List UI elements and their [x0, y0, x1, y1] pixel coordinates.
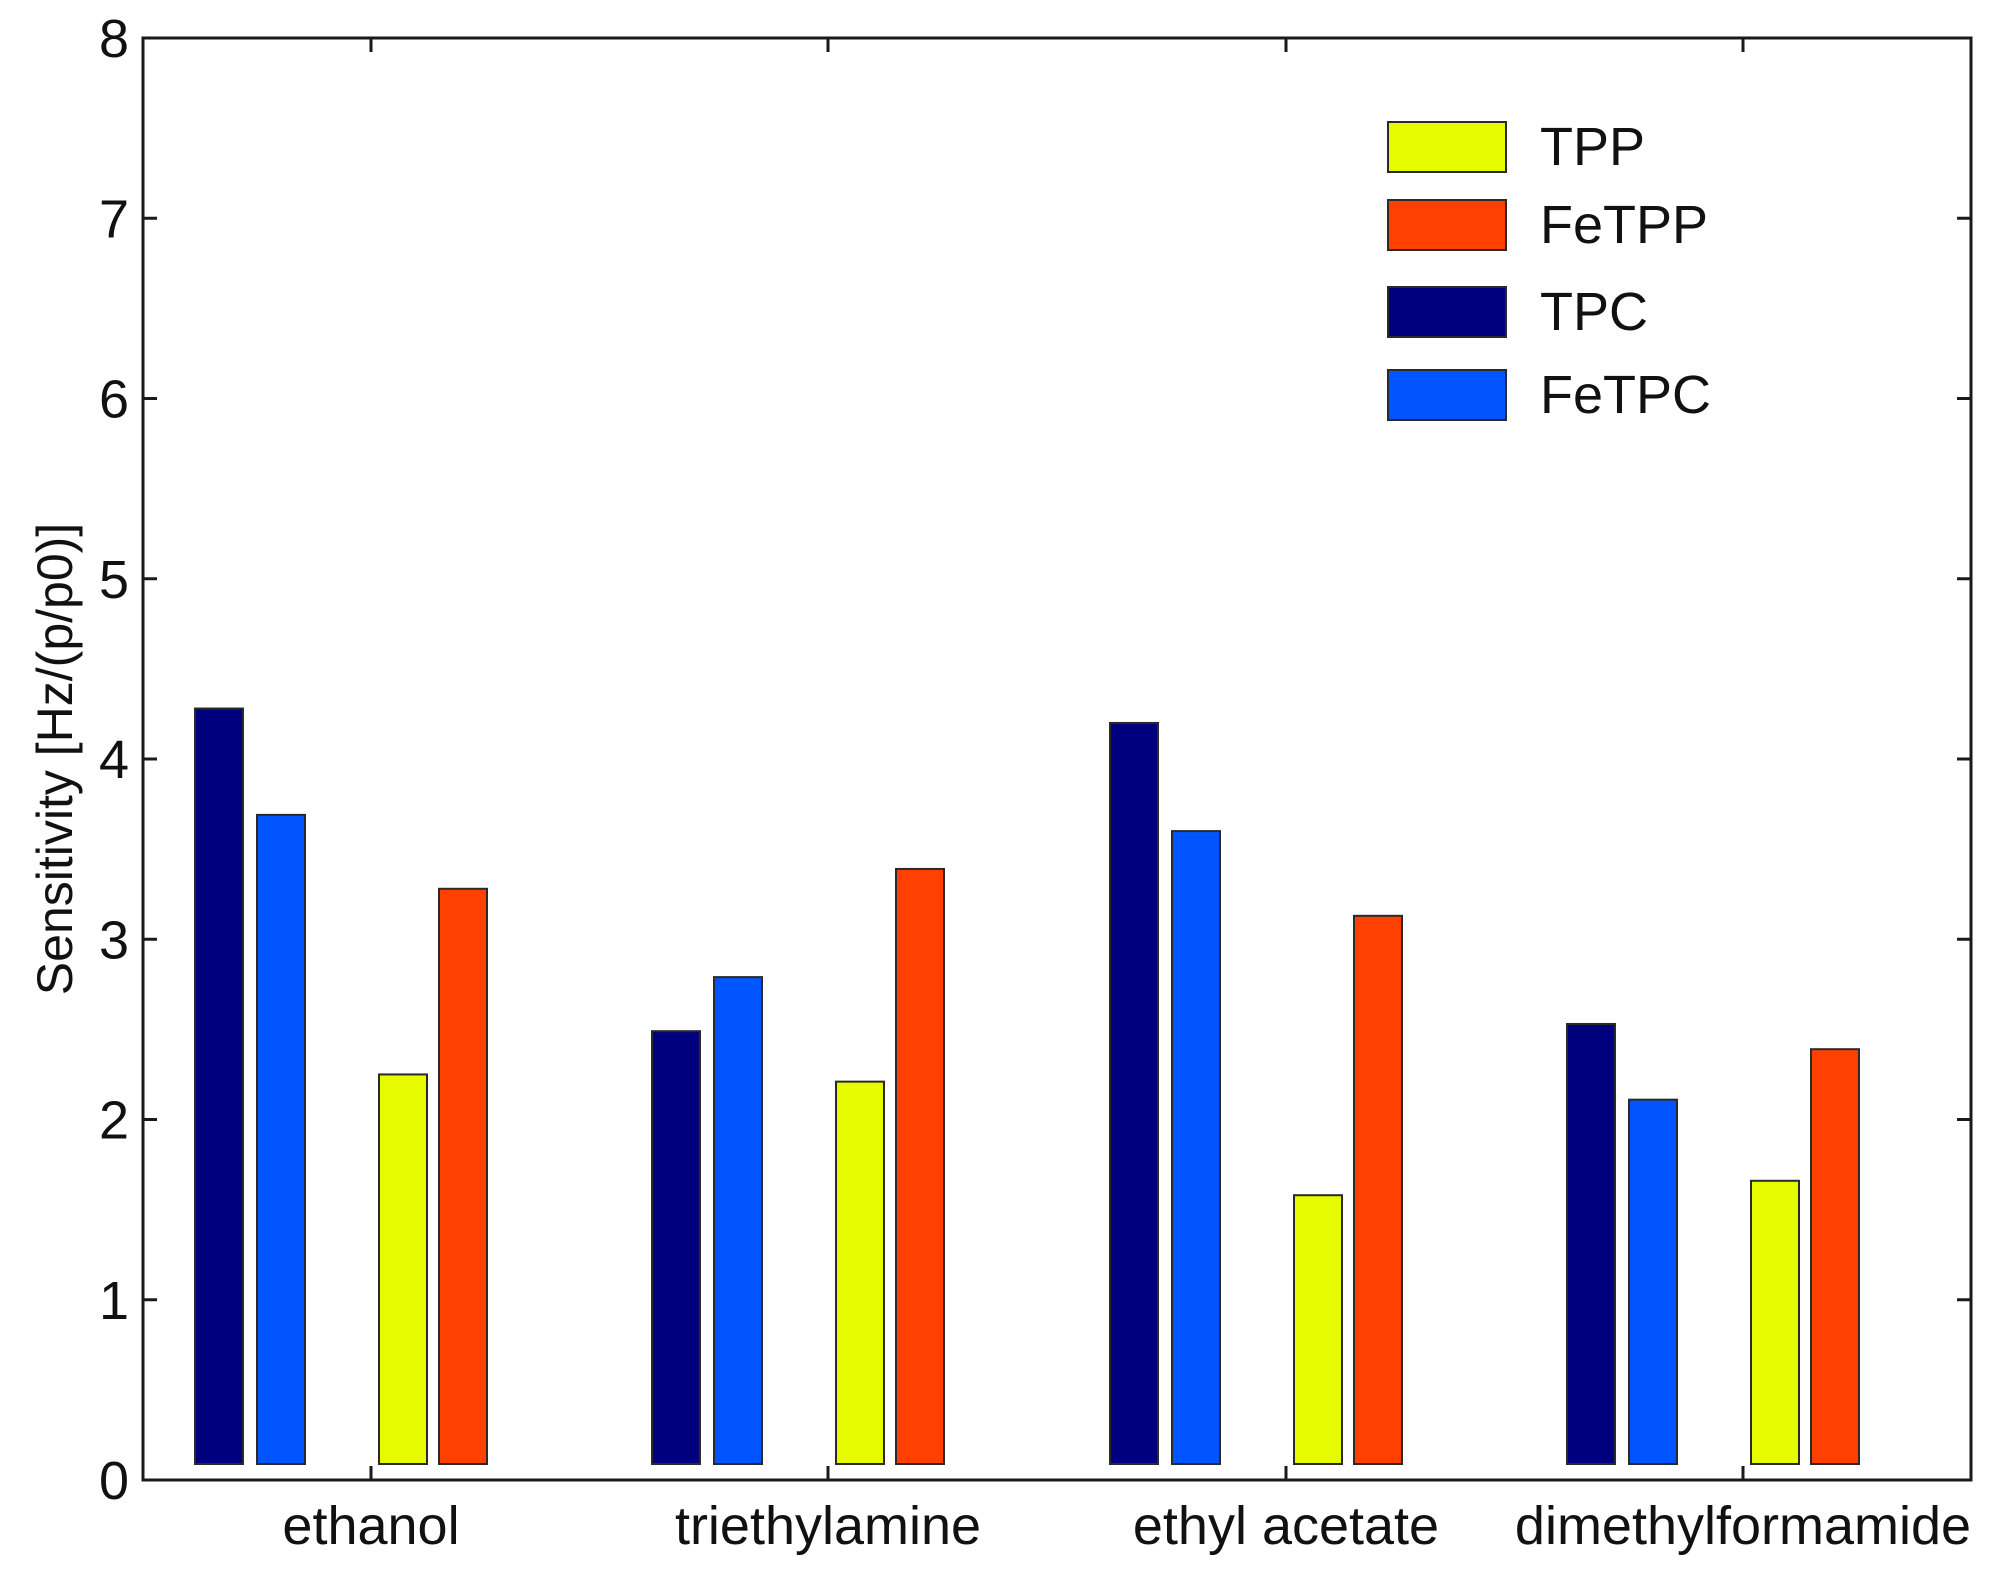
y-tick-label: 5	[99, 550, 129, 610]
y-tick-label: 7	[99, 189, 129, 249]
bar-tpp-dimethylformamide	[1750, 1179, 1800, 1466]
bar-fetpc-dimethylformamide	[1628, 1098, 1678, 1465]
y-tick-label: 2	[99, 1091, 129, 1151]
x-category-label: ethanol	[282, 1496, 459, 1556]
legend-label-tpc: TPC	[1540, 282, 1648, 342]
legend: TPP FeTPP TPC FeTPC	[1387, 117, 1711, 425]
legend-swatch-fetpc	[1387, 369, 1507, 421]
bar-tpc-ethanol	[194, 707, 244, 1465]
bar-fetpp-ethanol	[438, 887, 488, 1465]
bar-fetpc-triethylamine	[713, 976, 763, 1465]
y-tick-label: 3	[99, 910, 129, 970]
y-tick-label: 8	[99, 9, 129, 69]
y-tick-label: 6	[99, 370, 129, 430]
bar-tpc-triethylamine	[651, 1030, 701, 1465]
y-tick-label: 4	[99, 730, 129, 790]
legend-label-tpp: TPP	[1540, 117, 1645, 177]
y-tick-label: 0	[99, 1451, 129, 1511]
bar-fetpc-ethanol	[256, 813, 306, 1465]
bar-tpp-triethylamine	[835, 1080, 885, 1465]
legend-swatch-fetpp	[1387, 199, 1507, 251]
y-tick-label: 1	[99, 1271, 129, 1331]
bar-fetpp-dimethylformamide	[1810, 1048, 1860, 1465]
x-category-label: ethyl acetate	[1133, 1496, 1439, 1556]
x-category-label: triethylamine	[675, 1496, 981, 1556]
bar-tpp-ethanol	[378, 1073, 428, 1465]
x-category-label: dimethylformamide	[1515, 1496, 1971, 1556]
bar-tpp-ethyl-acetate	[1293, 1194, 1343, 1465]
bar-fetpp-triethylamine	[895, 867, 945, 1465]
bar-tpc-dimethylformamide	[1566, 1022, 1616, 1466]
y-axis-title: Sensitivity [Hz/(p/p0)]	[27, 523, 83, 995]
bar-fetpc-ethyl-acetate	[1171, 830, 1221, 1465]
bar-fetpp-ethyl-acetate	[1353, 914, 1403, 1465]
legend-label-fetpp: FeTPP	[1540, 195, 1708, 255]
legend-swatch-tpc	[1387, 286, 1507, 338]
legend-swatch-tpp	[1387, 121, 1507, 173]
bar-tpc-ethyl-acetate	[1109, 721, 1159, 1465]
legend-label-fetpc: FeTPC	[1540, 365, 1711, 425]
